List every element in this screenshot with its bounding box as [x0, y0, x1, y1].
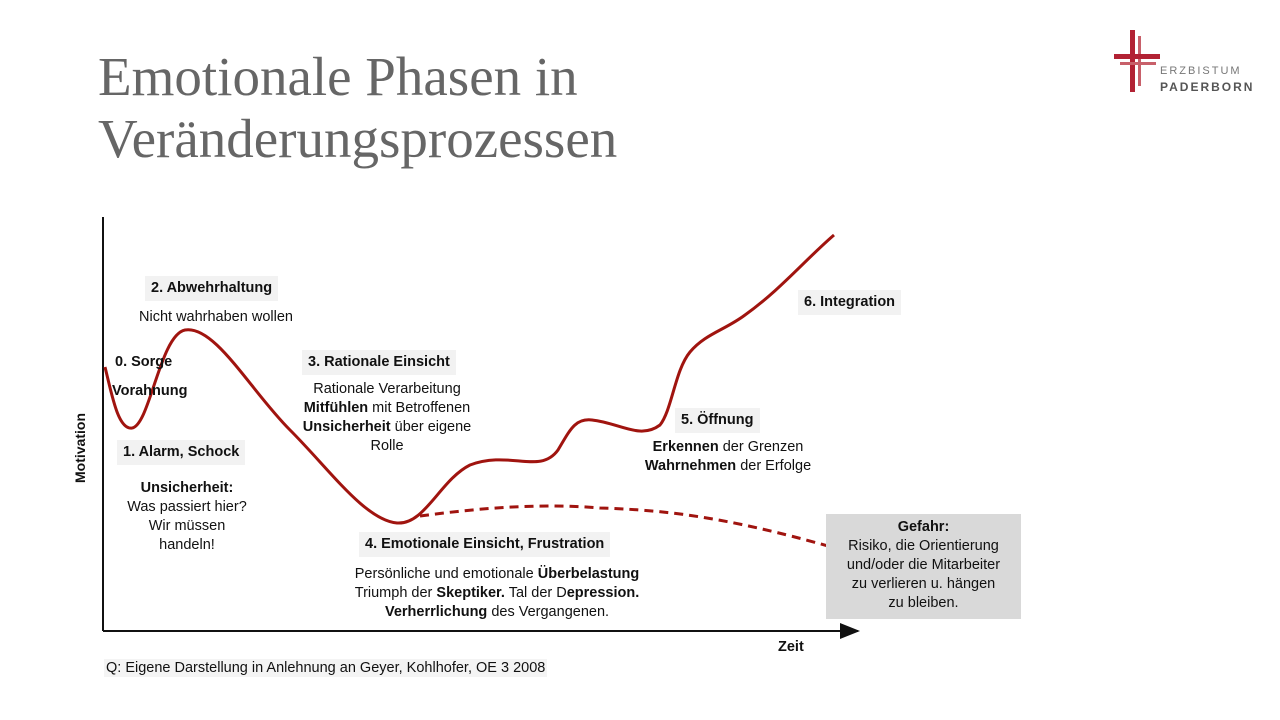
x-axis-label: Zeit	[778, 639, 804, 655]
title-line-1: Emotionale Phasen in	[98, 46, 578, 107]
phase-0-title: 0. Sorge	[115, 354, 173, 370]
page-title: Emotionale Phasen in Veränderungsprozess…	[98, 46, 617, 170]
phase-3-line-2-bold: Mitfühlen	[303, 400, 369, 416]
phase-5-title: 5. Öffnung	[675, 408, 760, 433]
phase-1-description: Unsicherheit: Was passiert hier? Wir müs…	[112, 479, 262, 555]
danger-curve	[419, 504, 836, 550]
phase-3-title: 3. Rationale Einsicht	[302, 350, 456, 375]
logo-line-1: ERZBISTUM	[1160, 65, 1242, 77]
phase-5-line-2: der Erfolge	[736, 458, 812, 474]
phase-1-line-3: handeln!	[159, 537, 215, 553]
phase-2-title: 2. Abwehrhaltung	[145, 276, 279, 301]
phase-2-description: Nicht wahrhaben wollen	[139, 309, 293, 325]
phase-4-line-2-bold: Skeptiker.	[436, 585, 505, 601]
phase-3-description: Rationale Verarbeitung Mitfühlen mit Bet…	[287, 380, 487, 456]
cross-icon	[1114, 30, 1160, 92]
y-axis-label: Motivation	[72, 413, 88, 483]
danger-line-1: Risiko, die Orientierung	[848, 538, 999, 554]
phase-4-line-1-bold: Überbelastung	[537, 566, 640, 582]
phase-4-line-3: des Vergangenen.	[487, 604, 610, 620]
phase-6-title: 6. Integration	[798, 290, 902, 315]
phase-1-bold: Unsicherheit:	[140, 480, 234, 496]
danger-box: Gefahr: Risiko, die Orientierung und/ode…	[826, 514, 1021, 619]
source-note: Q: Eigene Darstellung in Anlehnung an Ge…	[104, 659, 548, 677]
phase-5-line-1-bold: Erkennen	[652, 439, 719, 455]
phase-5-line-2-bold: Wahrnehmen	[644, 458, 737, 474]
phase-4-line-2: Triumph der	[354, 585, 437, 601]
phase-0-subtitle: Vorahnung	[112, 383, 188, 399]
danger-line-4: zu bleiben.	[888, 595, 959, 611]
phase-3-line-1: Rationale Verarbeitung	[313, 381, 461, 397]
phase-3-line-3: über eigene	[390, 419, 472, 435]
phase-4-line-2d: epression.	[566, 585, 640, 601]
erzbistum-logo: ERZBISTUM PADERBORN	[1112, 28, 1262, 98]
phase-4-title: 4. Emotionale Einsicht, Frustration	[359, 532, 611, 557]
danger-line-2: und/oder die Mitarbeiter	[846, 557, 1001, 573]
phase-4-line-3-bold: Verherrlichung	[384, 604, 488, 620]
phase-5-line-1: der Grenzen	[718, 439, 804, 455]
phase-5-description: Erkennen der Grenzen Wahrnehmen der Erfo…	[628, 438, 828, 476]
phase-4-line-1: Persönliche und emotionale	[354, 566, 538, 582]
phase-3-line-2: mit Betroffenen	[368, 400, 471, 416]
title-line-2: Veränderungsprozessen	[98, 108, 618, 169]
danger-title: Gefahr:	[897, 519, 950, 535]
phase-4-line-2c: Tal der D	[504, 585, 567, 601]
phase-1-line-2: Wir müssen	[148, 518, 226, 534]
phase-1-title: 1. Alarm, Schock	[117, 440, 246, 465]
logo-line-2: PADERBORN	[1160, 80, 1255, 94]
phase-3-line-3-bold: Unsicherheit	[302, 419, 391, 435]
motivation-curve	[103, 233, 835, 525]
phase-4-description: Persönliche und emotionale Überbelastung…	[327, 565, 667, 622]
phase-3-line-4: Rolle	[370, 438, 404, 454]
phase-1-line-1: Was passiert hier?	[127, 499, 247, 515]
danger-line-3: zu verlieren u. hängen	[851, 576, 996, 592]
